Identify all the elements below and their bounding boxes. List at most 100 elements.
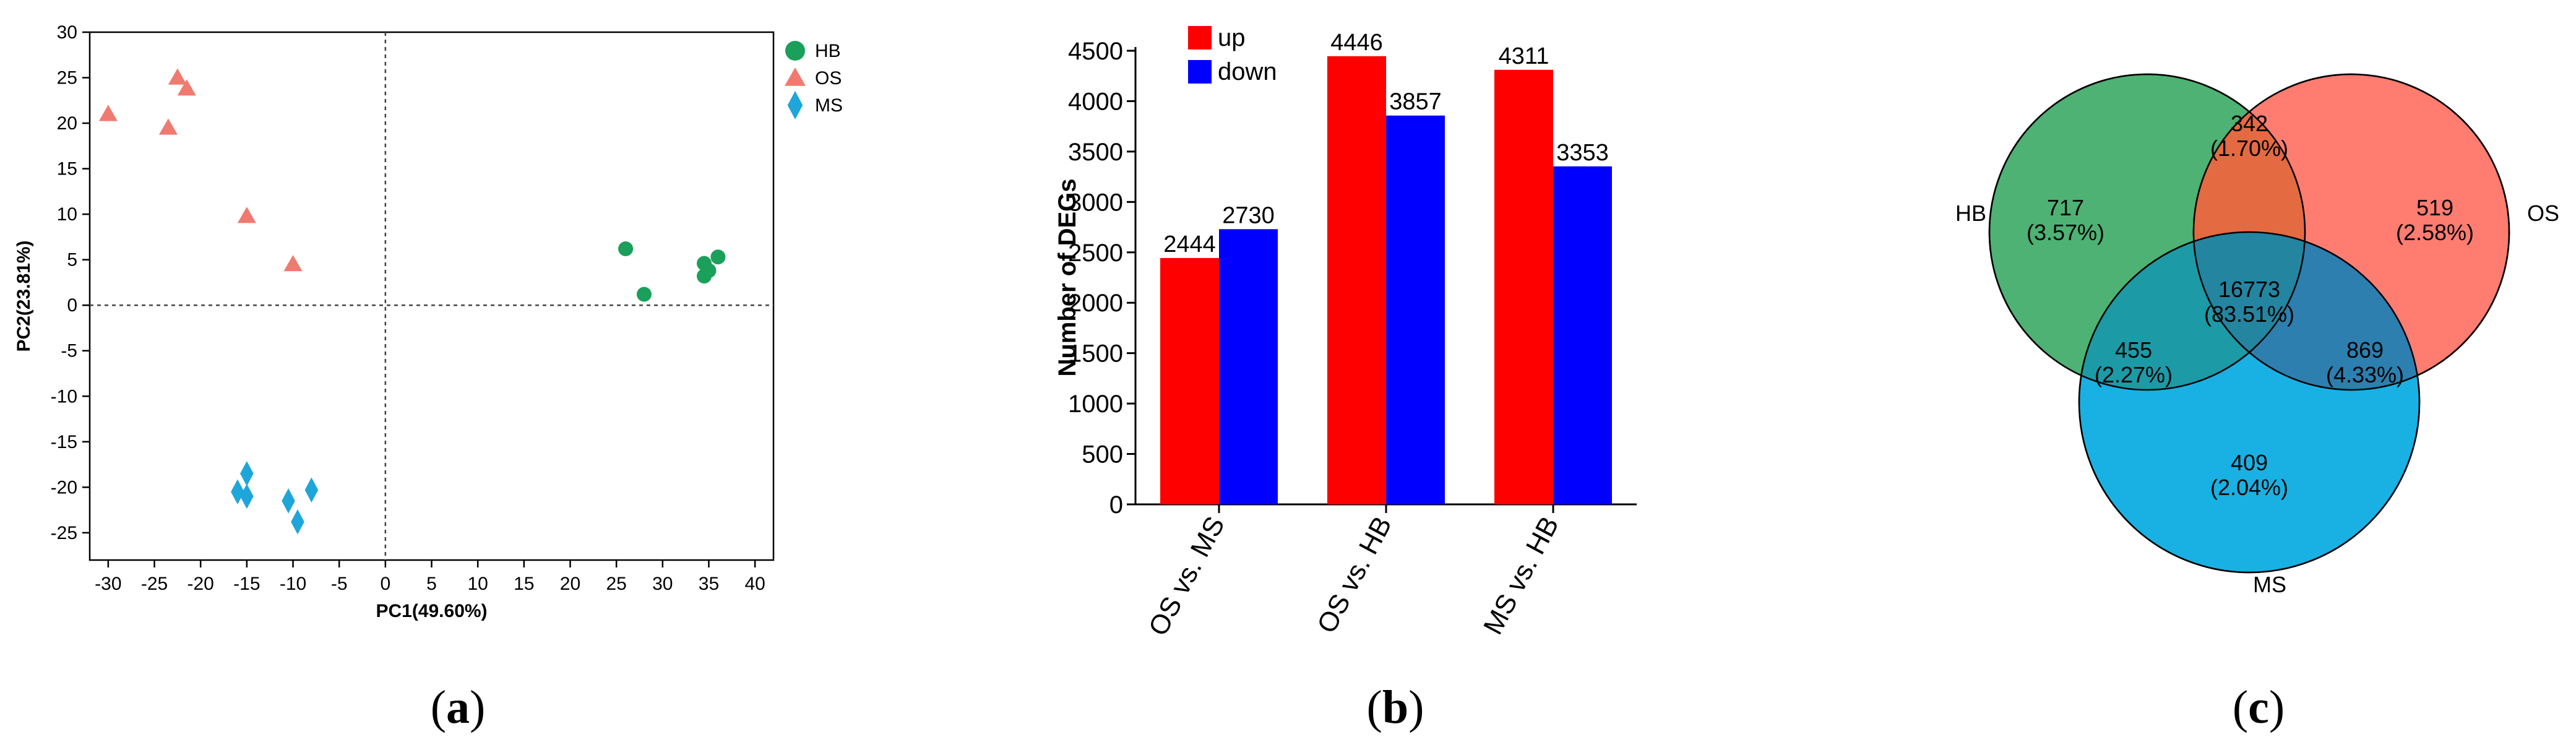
data-point-os (237, 207, 256, 223)
bar-value-label: 4446 (1330, 30, 1383, 56)
bar-up (1160, 257, 1219, 504)
data-point-os (168, 68, 187, 85)
legend-marker-os (785, 67, 806, 86)
x-tick-label: 20 (560, 574, 580, 594)
bar-down (1219, 229, 1278, 504)
venn-set-label-ms: MS (2253, 572, 2286, 597)
y-tick-label: 25 (57, 68, 77, 88)
x-axis-title: PC1(49.60%) (376, 601, 487, 621)
legend-swatch-up (1188, 26, 1212, 50)
y-tick-label: 30 (57, 22, 77, 43)
venn-region-count: 16773 (2218, 277, 2280, 302)
y-tick-label: 0 (1109, 491, 1123, 519)
data-point-ms (240, 461, 254, 486)
panel-label: (c) (2233, 681, 2285, 733)
venn-region-count: 455 (2115, 337, 2152, 363)
venn-region-percent: (2.58%) (2396, 220, 2474, 245)
y-tick-label: -15 (51, 432, 77, 452)
x-tick-label: -15 (233, 574, 260, 594)
x-tick-label: -5 (331, 574, 348, 594)
y-tick-label: -5 (61, 341, 77, 361)
x-tick-label: 0 (380, 574, 390, 594)
bar-value-label: 3857 (1389, 89, 1442, 115)
category-label: OS vs. MS (1143, 512, 1231, 641)
venn-region-count: 342 (2231, 111, 2268, 136)
venn-region-count: 519 (2416, 195, 2453, 220)
y-tick-label: 5 (67, 250, 77, 270)
bar-value-label: 2730 (1222, 202, 1275, 228)
x-tick-label: 40 (744, 574, 765, 594)
data-point-hb (701, 263, 717, 278)
data-point-os (283, 255, 303, 272)
data-point-os (177, 79, 196, 96)
legend-label-down: down (1218, 58, 1277, 85)
x-tick-label: 15 (514, 574, 534, 594)
y-tick-label: 4500 (1068, 38, 1123, 65)
x-tick-label: -10 (280, 574, 306, 594)
x-tick-label: -30 (95, 574, 121, 594)
venn-region-count: 717 (2047, 195, 2084, 220)
data-point-ms (231, 479, 244, 504)
panel-labels: (a) (b) (c) (431, 681, 2285, 733)
deg-bar-panel: 0 500 1000 1500 2000 2500 3000 3500 4000 4500 Numb… (1054, 24, 1637, 641)
venn-region-percent: (2.04%) (2210, 475, 2288, 500)
legend-label-os: OS (815, 68, 842, 88)
bar-value-label: 4311 (1499, 43, 1549, 69)
data-point-ms (291, 509, 304, 535)
y-tick-label: 3000 (1068, 189, 1123, 216)
venn-region-percent: (1.70%) (2210, 136, 2288, 161)
y-tick-label: -10 (51, 386, 77, 407)
y-tick-label: 4000 (1068, 88, 1123, 115)
bar-value-label: 2444 (1163, 231, 1216, 257)
venn-overlap-os-ms (2194, 232, 2419, 390)
venn-region-percent: (2.27%) (2095, 362, 2173, 387)
panel-label: (a) (431, 681, 486, 733)
y-tick-label: 15 (57, 159, 77, 179)
y-axis-title: PC2(23.81%) (14, 240, 34, 352)
venn-region-percent: (3.57%) (2027, 220, 2104, 245)
legend-marker-hb (785, 41, 805, 61)
x-tick-label: 10 (467, 574, 488, 594)
y-tick-label: 1000 (1068, 390, 1123, 418)
data-point-os (98, 105, 118, 121)
venn-region-percent: (4.33%) (2326, 362, 2404, 387)
bar-up (1327, 56, 1386, 504)
legend-swatch-down (1188, 60, 1212, 84)
y-tick-label: -20 (51, 477, 77, 498)
venn-outline-hb (1988, 73, 2306, 391)
x-tick-label: -25 (141, 574, 168, 594)
pca-panel: -30 -25 -20 -15 -10 -5 0 5 10 15 20 25 30 35 40-25-20-… (14, 22, 843, 621)
x-tick-label: -20 (187, 574, 214, 594)
legend-label-hb: HB (815, 41, 841, 61)
data-point-ms (304, 477, 319, 503)
venn-outline-ms (2078, 231, 2421, 574)
bar-down (1553, 166, 1612, 504)
venn-outline-os (2192, 73, 2510, 391)
x-tick-label: 30 (652, 574, 673, 594)
x-tick-label: 25 (606, 574, 626, 594)
data-point-hb (618, 241, 634, 257)
data-point-ms (240, 483, 254, 509)
legend-label-up: up (1218, 24, 1246, 51)
venn-panel: HB OSMS717(3.57%)519(2.58%)409(2.04%)342(… (1955, 73, 2559, 597)
x-tick-label: 35 (699, 574, 719, 594)
x-tick-label: 5 (426, 574, 437, 594)
category-label: OS vs. HB (1311, 512, 1398, 638)
bar-value-label: 3353 (1556, 140, 1609, 166)
y-tick-label: -25 (51, 523, 77, 543)
data-point-os (158, 118, 178, 135)
y-tick-label: 2500 (1068, 239, 1123, 267)
y-tick-label: 0 (67, 295, 77, 316)
legend-label-ms: MS (815, 95, 843, 116)
panel-label: (b) (1367, 681, 1424, 733)
bar-down (1386, 115, 1445, 504)
y-tick-label: 1500 (1068, 340, 1123, 368)
y-tick-label: 2000 (1068, 290, 1123, 317)
data-point-hb (710, 249, 726, 265)
venn-region-percent: (83.51%) (2204, 301, 2294, 327)
venn-overlap-hb-ms (2079, 232, 2305, 390)
y-tick-label: 10 (57, 204, 77, 225)
y-tick-label: 3500 (1068, 139, 1123, 166)
venn-set-label-os: OS (2527, 201, 2559, 226)
